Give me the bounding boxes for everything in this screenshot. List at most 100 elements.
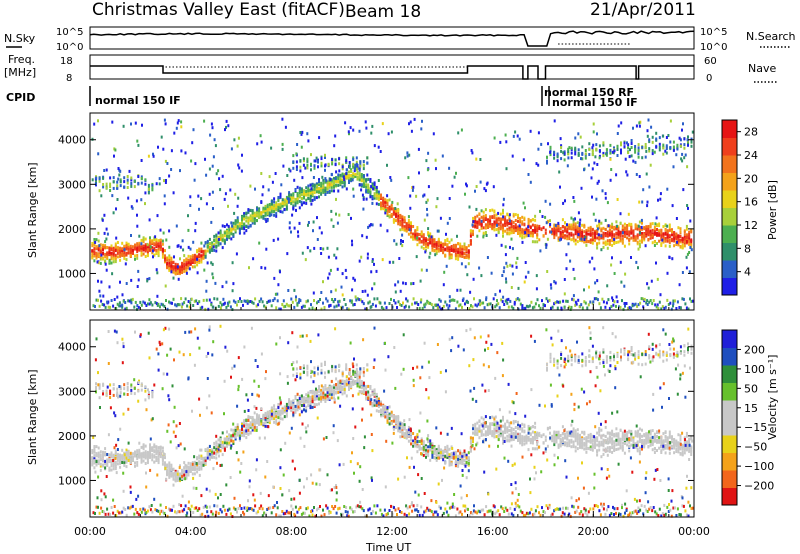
power-cell — [649, 229, 652, 233]
velocity-cell — [215, 444, 218, 448]
power-cell — [370, 223, 372, 227]
cpid-entry-2: normal 150 RF — [544, 86, 634, 99]
power-cell — [658, 148, 661, 152]
power-cell — [184, 151, 187, 155]
power-cell — [362, 160, 365, 163]
power-cell — [690, 230, 693, 234]
power-cell — [471, 151, 474, 155]
power-cell — [148, 298, 151, 302]
power-cell — [639, 301, 642, 305]
power-cell — [153, 248, 156, 252]
power-cell — [411, 186, 414, 189]
velocity-cell — [223, 438, 226, 442]
power-cell — [643, 238, 646, 242]
power-cell — [653, 227, 656, 231]
power-cell — [448, 197, 451, 200]
power-cell — [273, 276, 276, 280]
velocity-cell — [219, 449, 222, 453]
power-cell — [545, 297, 548, 301]
velocity-cell — [129, 451, 132, 455]
power-cell — [318, 183, 320, 187]
power-cell — [124, 307, 127, 311]
power-cell — [292, 206, 295, 210]
power-cell — [324, 153, 326, 157]
velocity-cell — [290, 400, 293, 404]
power-cell — [641, 232, 643, 235]
power-cell — [551, 227, 554, 231]
power-cell — [322, 178, 325, 182]
velocity-cell — [292, 399, 295, 403]
power-cell — [405, 297, 408, 301]
power-cell — [685, 227, 688, 231]
power-cell — [228, 300, 231, 304]
power-cell — [677, 235, 680, 238]
power-cell — [410, 282, 413, 286]
power-cell — [401, 223, 404, 227]
power-cell — [436, 306, 439, 310]
power-cell — [469, 290, 472, 294]
velocity-cell — [151, 447, 154, 451]
power-cell — [551, 305, 554, 309]
power-cell — [151, 251, 154, 255]
power-cell — [358, 175, 361, 179]
velocity-cell — [249, 416, 252, 419]
power-cell — [194, 229, 197, 233]
velocity-cell — [110, 460, 113, 464]
power-cell — [275, 208, 278, 212]
power-cell — [348, 165, 351, 169]
power-cell — [605, 301, 608, 305]
power-cell — [317, 165, 319, 169]
power-cell — [125, 244, 128, 247]
power-cell — [438, 298, 441, 302]
power-cell — [668, 223, 671, 227]
velocity-cell — [142, 443, 145, 447]
power-cell — [211, 243, 214, 247]
velocity-cell — [215, 440, 218, 444]
power-cell — [366, 173, 369, 177]
power-cell — [668, 238, 671, 242]
power-cell — [671, 229, 673, 233]
power-cell — [672, 145, 675, 149]
power-cell — [604, 196, 607, 200]
power-cell — [679, 240, 682, 244]
power-cell — [123, 176, 126, 180]
power-cell — [494, 305, 497, 309]
power-cell — [286, 174, 289, 177]
power-cell — [630, 306, 633, 310]
power-cell — [144, 247, 147, 251]
power-cell — [358, 166, 361, 170]
power-cell — [412, 185, 415, 189]
power-cell — [270, 207, 273, 211]
power-cell — [436, 197, 439, 201]
power-cell — [602, 154, 605, 158]
power-cell — [330, 189, 333, 193]
power-cell — [343, 182, 346, 186]
velocity-cell — [93, 447, 96, 451]
power-cell — [260, 200, 263, 204]
velocity-cell — [285, 410, 288, 414]
power-cell — [155, 302, 158, 306]
power-cell — [574, 222, 577, 226]
power-cell — [499, 212, 502, 216]
power-cell — [435, 250, 438, 253]
power-cell — [198, 300, 201, 304]
power-cell — [310, 153, 312, 157]
power-cell — [570, 216, 573, 220]
power-cell — [392, 219, 395, 223]
velocity-cell — [112, 462, 115, 466]
power-cell — [226, 223, 228, 227]
velocity-cell — [99, 455, 102, 459]
power-cell — [619, 221, 622, 225]
velocity-cell — [159, 451, 162, 455]
velocity-cell — [196, 470, 199, 474]
power-cell — [404, 304, 407, 308]
power-cell — [675, 153, 678, 157]
power-cell — [147, 191, 150, 195]
power-cell — [403, 219, 406, 223]
power-cell — [277, 209, 280, 213]
power-cell — [386, 229, 389, 233]
power-cell — [486, 256, 489, 259]
power-cell — [524, 261, 527, 264]
power-cell — [198, 249, 201, 253]
power-cell — [431, 241, 434, 245]
